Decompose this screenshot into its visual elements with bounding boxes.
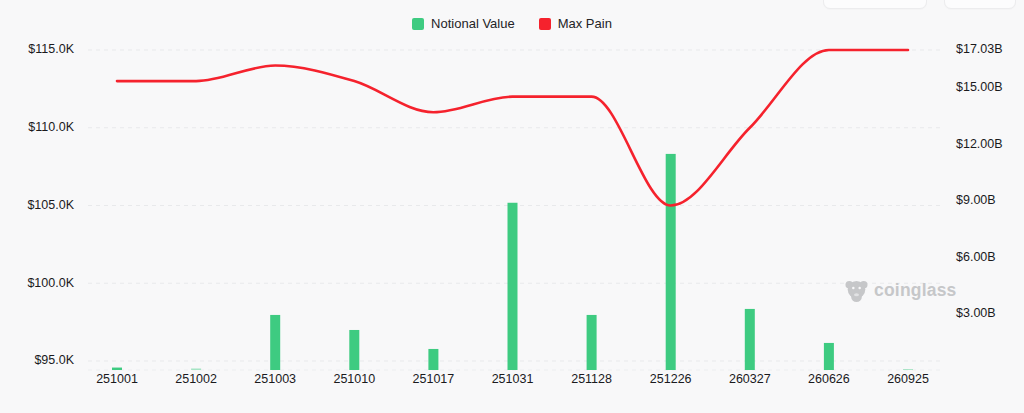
notional-bar-251226[interactable] <box>666 154 676 370</box>
options-max-pain-chart: $115.0K $110.0K $105.0K $100.0K $95.0K $17.03… <box>0 0 1024 413</box>
notional-bar-251002[interactable] <box>191 368 201 370</box>
notional-bar-251010[interactable] <box>349 330 359 370</box>
coinglass-gorilla-icon <box>845 278 868 303</box>
x-axis-label: 251128 <box>571 372 612 386</box>
x-axis-label: 260626 <box>808 372 850 386</box>
left-axis-tick: $105.0K <box>27 198 74 212</box>
x-axis-label: 251002 <box>175 372 217 386</box>
notional-bar-251001[interactable] <box>112 368 122 370</box>
notional-bar-260626[interactable] <box>824 343 834 370</box>
right-axis-tick: $12.00B <box>956 137 1003 151</box>
notional-bar-251003[interactable] <box>270 315 280 370</box>
notional-bar-251128[interactable] <box>587 315 597 370</box>
x-axis-label: 251001 <box>96 372 138 386</box>
left-axis-tick: $110.0K <box>28 120 74 134</box>
watermark-text: coinglass <box>874 280 957 301</box>
notional-bar-251031[interactable] <box>508 203 518 370</box>
right-axis-tick: $6.00B <box>956 250 996 264</box>
right-axis-tick: $3.00B <box>956 306 996 320</box>
watermark: coinglass <box>845 278 957 303</box>
x-axis-label: 260925 <box>887 372 929 386</box>
x-axis-label: 251017 <box>413 372 455 386</box>
left-axis-tick: $95.0K <box>34 353 74 367</box>
left-axis-tick: $115.0K <box>28 42 74 56</box>
left-axis-tick: $100.0K <box>27 276 74 290</box>
right-axis-tick: $15.00B <box>956 80 1003 94</box>
x-axis-label: 260327 <box>729 372 771 386</box>
notional-bar-251017[interactable] <box>428 349 438 370</box>
x-axis-label: 251003 <box>254 372 296 386</box>
right-axis-tick: $17.03B <box>956 42 1003 56</box>
right-axis-tick: $9.00B <box>956 193 996 207</box>
notional-bar-260327[interactable] <box>745 309 755 370</box>
x-axis-label: 251031 <box>492 372 534 386</box>
x-axis-label: 251010 <box>333 372 375 386</box>
x-axis-label: 251226 <box>650 372 692 386</box>
